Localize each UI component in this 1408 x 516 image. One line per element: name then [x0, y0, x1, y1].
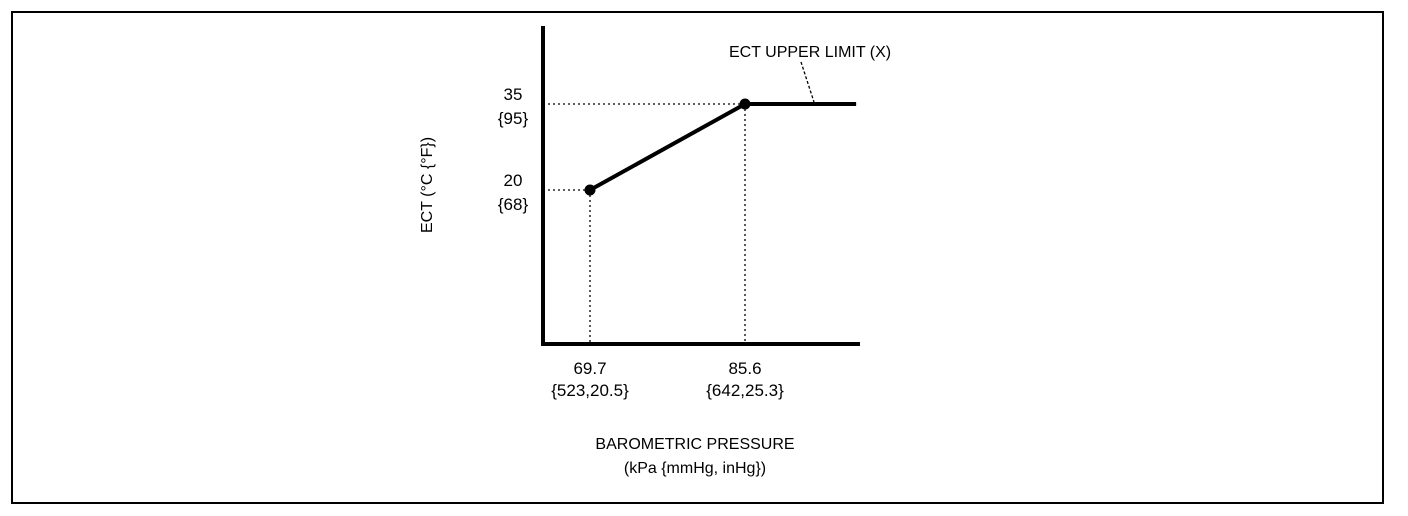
x-axis-units: (kPa {mmHg, inHg}): [624, 460, 766, 477]
y-tick-label-1: 20: [504, 171, 523, 190]
x-tick-sublabel-1: {523,20.5}: [551, 381, 629, 400]
y-tick-sublabel-2: {95}: [498, 109, 529, 128]
x-tick-label-1: 69.7: [573, 359, 606, 378]
x-tick-label-2: 85.6: [728, 359, 761, 378]
upper-limit-annotation: ECT UPPER LIMIT (X): [729, 44, 891, 61]
y-axis-title: ECT (°C {°F}): [419, 137, 436, 233]
data-point-2: [739, 98, 751, 110]
chart-frame: [11, 11, 1384, 504]
x-tick-sublabel-2: {642,25.3}: [706, 381, 784, 400]
upper-limit-leader-line: [800, 61, 815, 103]
x-axis-title: BAROMETRIC PRESSURE: [595, 436, 794, 453]
y-tick-sublabel-1: {68}: [498, 195, 529, 214]
data-point-1: [584, 184, 596, 196]
series-line: [589, 102, 857, 192]
y-tick-label-2: 35: [504, 85, 523, 104]
